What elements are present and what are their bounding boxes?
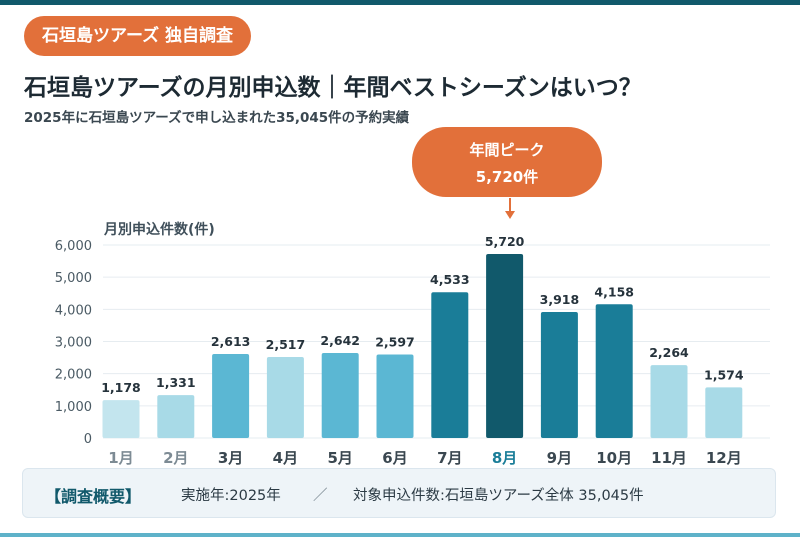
- y-axis-ticks: 0 1,000 2,000 3,000 4,000 5,000 6,000: [55, 239, 92, 447]
- peak-callout: 年間ピーク 5,720件: [412, 127, 602, 197]
- value-label: 2,642: [320, 333, 360, 348]
- value-labels: 1,178 1,331 2,613 2,517 2,642 2,597 4,533 5,720…: [101, 234, 744, 395]
- x-tick-label: 12月: [706, 449, 742, 467]
- summary-target: 対象申込件数:石垣島ツアーズ全体 35,045件: [353, 488, 644, 504]
- x-axis-labels: 1月 2月 3月 4月 5月 6月 7月 8月 9月 10月 11月 12月: [108, 449, 741, 467]
- bar-chart: 月別申込件数(件) 0 1,000 2,000 3,000 4,000 5,000 6,00…: [55, 221, 770, 467]
- bar-2: [157, 395, 195, 438]
- bar-9: [540, 311, 578, 438]
- y-tick-label: 3,000: [55, 336, 92, 351]
- bar-12: [705, 387, 743, 438]
- value-label: 2,613: [211, 334, 251, 349]
- y-tick-label: 5,000: [55, 271, 92, 286]
- bar-6: [376, 354, 414, 438]
- value-label: 1,178: [101, 380, 141, 395]
- x-tick-label: 3月: [218, 449, 243, 467]
- summary-separator: ／: [313, 488, 328, 504]
- summary-heading: 【調査概要】: [45, 487, 142, 506]
- bar-3: [212, 353, 250, 438]
- peak-arrow-icon: [505, 198, 515, 219]
- y-axis-label: 月別申込件数(件): [103, 221, 215, 238]
- peak-callout-value: 5,720件: [475, 168, 539, 186]
- value-label: 2,264: [649, 345, 689, 360]
- y-tick-label: 0: [84, 432, 92, 447]
- y-tick-label: 1,000: [55, 400, 92, 415]
- value-label: 2,597: [375, 334, 415, 349]
- x-tick-label: 6月: [382, 449, 407, 467]
- value-label: 2,517: [266, 337, 306, 352]
- y-tick-label: 6,000: [55, 239, 92, 254]
- bars: [102, 254, 743, 438]
- value-label: 4,158: [594, 284, 634, 299]
- bottom-accent-bar: [0, 533, 800, 537]
- top-accent-bar: [0, 0, 800, 5]
- x-tick-label: 11月: [651, 449, 687, 467]
- value-label: 4,533: [430, 272, 470, 287]
- x-tick-label: 1月: [108, 449, 133, 467]
- bar-8: [486, 254, 524, 438]
- value-label: 1,331: [156, 375, 196, 390]
- x-tick-label: 7月: [437, 449, 462, 467]
- x-tick-label: 9月: [547, 449, 572, 467]
- value-label: 3,918: [540, 292, 580, 307]
- page-subtitle: 2025年に石垣島ツアーズで申し込まれた35,045件の予約実績: [24, 110, 410, 126]
- x-tick-label: 10月: [596, 449, 632, 467]
- x-tick-label: 4月: [273, 449, 298, 467]
- x-tick-label: 2月: [163, 449, 188, 467]
- y-tick-label: 2,000: [55, 368, 92, 383]
- bar-10: [595, 304, 633, 438]
- survey-badge: 石垣島ツアーズ 独自調査: [24, 16, 252, 56]
- bar-7: [431, 292, 469, 438]
- x-tick-label: 5月: [327, 449, 352, 467]
- summary-year: 実施年:2025年: [181, 488, 281, 504]
- bar-11: [650, 365, 688, 438]
- peak-callout-label: 年間ピーク: [469, 141, 545, 159]
- value-label: 1,574: [704, 367, 744, 382]
- bar-1: [102, 400, 140, 438]
- page-title: 石垣島ツアーズの月別申込数｜年間ベストシーズンはいつ？: [24, 75, 642, 101]
- survey-summary: 【調査概要】 実施年:2025年 ／ 対象申込件数:石垣島ツアーズ全体 35,0…: [22, 468, 776, 518]
- y-tick-label: 4,000: [55, 303, 92, 318]
- x-tick-label: 8月: [492, 449, 517, 467]
- value-label: 5,720: [485, 234, 525, 249]
- bar-4: [266, 357, 304, 438]
- bar-5: [321, 353, 359, 438]
